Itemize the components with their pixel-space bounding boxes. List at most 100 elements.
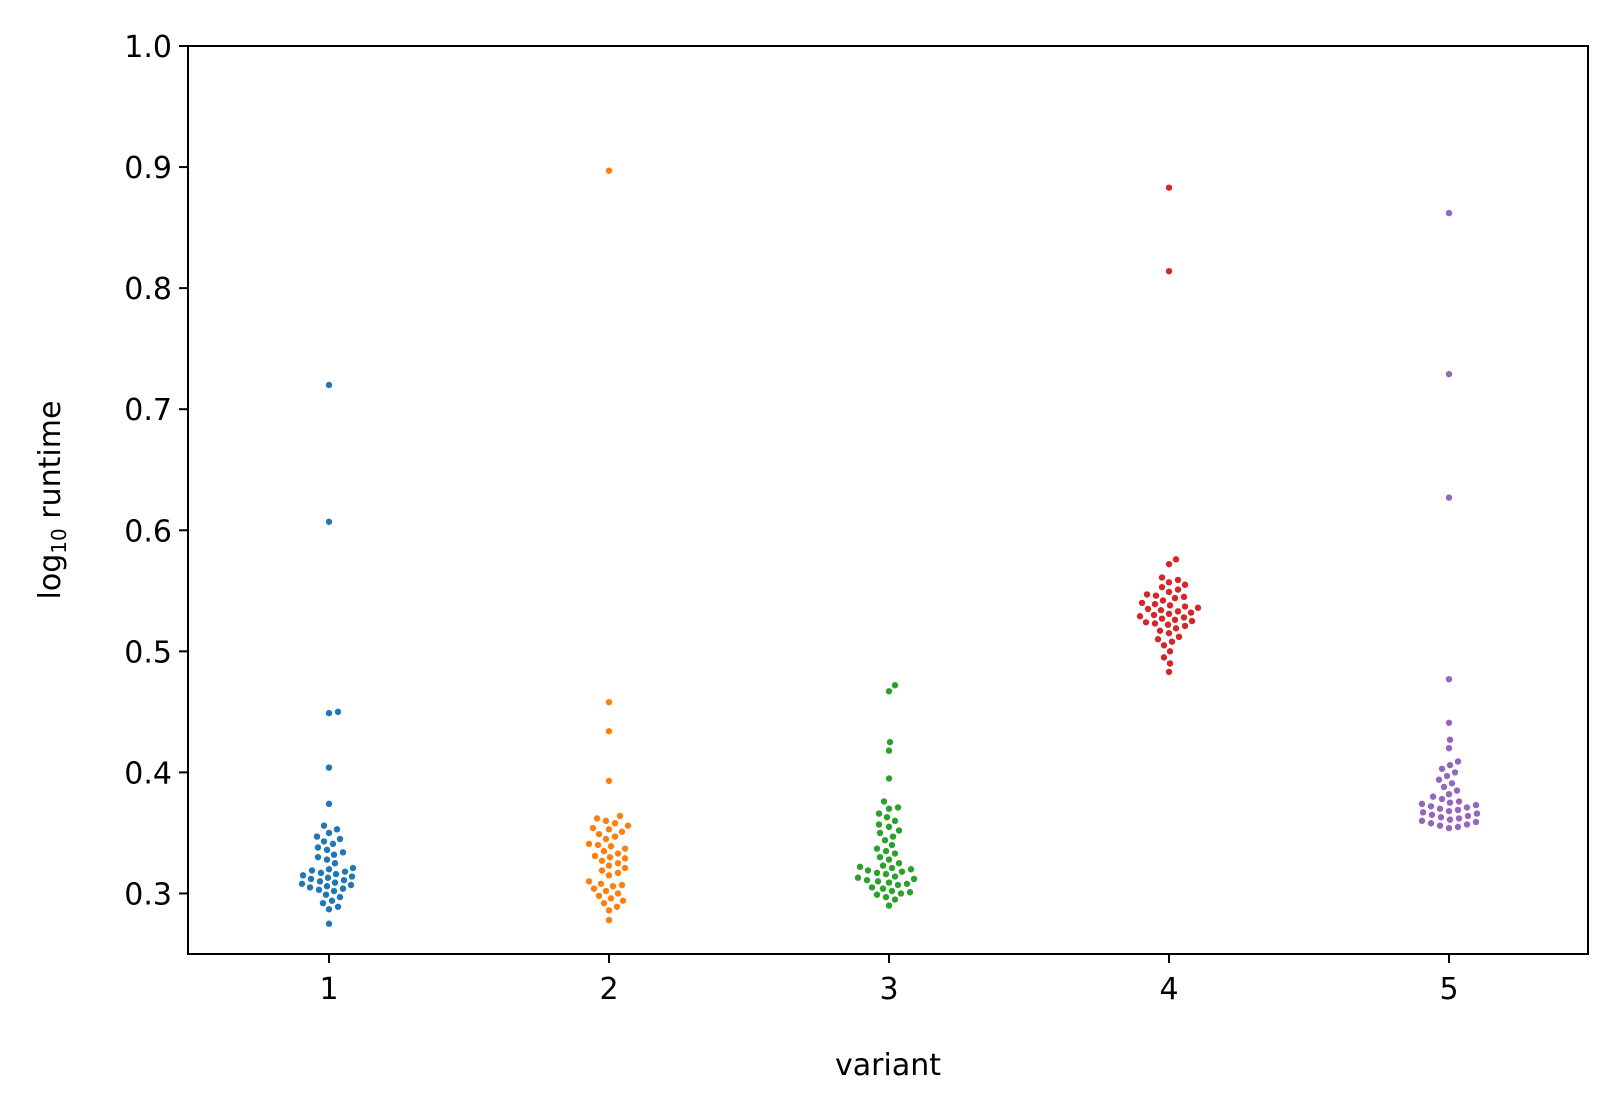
data-point-variant-4 bbox=[1181, 581, 1189, 588]
data-point-variant-3 bbox=[910, 875, 918, 883]
data-point-variant-5 bbox=[1472, 801, 1480, 809]
data-point-variant-5 bbox=[1446, 816, 1454, 823]
data-point-variant-1 bbox=[323, 846, 331, 854]
data-point-variant-4 bbox=[1180, 593, 1188, 601]
x-tick-label: 5 bbox=[1439, 972, 1458, 1007]
data-point-variant-1 bbox=[322, 891, 330, 898]
data-point-variant-1 bbox=[323, 856, 331, 863]
data-point-variant-5 bbox=[1429, 793, 1437, 800]
data-point-variant-5 bbox=[1472, 818, 1480, 826]
data-point-variant-3 bbox=[885, 688, 893, 695]
data-point-variant-4 bbox=[1165, 267, 1173, 275]
data-point-variant-1 bbox=[330, 851, 338, 858]
data-point-variant-5 bbox=[1438, 795, 1446, 803]
data-point-variant-1 bbox=[332, 870, 340, 878]
data-point-variant-5 bbox=[1428, 811, 1436, 818]
data-point-variant-3 bbox=[903, 880, 911, 887]
data-point-variant-3 bbox=[876, 853, 884, 861]
data-point-variant-4 bbox=[1158, 583, 1166, 591]
data-point-variant-3 bbox=[888, 864, 896, 872]
data-point-variant-3 bbox=[885, 879, 893, 886]
x-tick-label: 4 bbox=[1159, 972, 1178, 1007]
data-point-variant-1 bbox=[325, 906, 333, 913]
y-tick-label: 0.6 bbox=[124, 514, 172, 549]
data-point-variant-3 bbox=[894, 804, 902, 811]
data-point-variant-5 bbox=[1446, 736, 1454, 743]
data-point-variant-2 bbox=[598, 857, 606, 864]
data-point-variant-4 bbox=[1187, 609, 1195, 616]
data-point-variant-5 bbox=[1445, 209, 1453, 217]
data-point-variant-4 bbox=[1174, 576, 1182, 584]
data-point-variant-3 bbox=[875, 810, 883, 817]
data-point-variant-4 bbox=[1154, 636, 1162, 643]
data-point-variant-4 bbox=[1156, 627, 1164, 634]
data-point-variant-2 bbox=[605, 698, 613, 706]
data-point-variant-4 bbox=[1188, 617, 1196, 625]
y-tick-label: 1.0 bbox=[124, 30, 172, 65]
data-point-variant-4 bbox=[1171, 594, 1179, 602]
data-point-variant-2 bbox=[605, 907, 613, 914]
data-point-variant-1 bbox=[340, 876, 348, 884]
data-point-variant-4 bbox=[1172, 625, 1180, 632]
data-point-variant-4 bbox=[1151, 600, 1159, 608]
data-point-variant-1 bbox=[320, 838, 328, 845]
data-point-variant-2 bbox=[611, 820, 619, 827]
data-point-variant-2 bbox=[591, 852, 599, 860]
data-point-variant-2 bbox=[621, 855, 629, 862]
data-point-variant-5 bbox=[1446, 761, 1454, 769]
data-point-variant-5 bbox=[1438, 765, 1446, 772]
data-point-variant-3 bbox=[907, 866, 915, 873]
y-tick-label: 0.3 bbox=[124, 877, 172, 912]
data-point-variant-4 bbox=[1175, 633, 1183, 641]
data-point-variant-4 bbox=[1165, 588, 1173, 596]
data-point-variant-2 bbox=[589, 824, 597, 832]
data-point-variant-3 bbox=[880, 798, 888, 805]
data-point-variant-3 bbox=[889, 833, 897, 840]
data-point-variant-2 bbox=[621, 845, 629, 852]
data-point-variant-3 bbox=[885, 805, 893, 812]
data-point-variant-1 bbox=[314, 844, 322, 851]
data-point-variant-1 bbox=[308, 867, 316, 874]
data-point-variant-4 bbox=[1166, 602, 1174, 609]
data-point-variant-5 bbox=[1418, 800, 1426, 808]
data-point-variant-2 bbox=[611, 833, 619, 840]
data-point-variant-2 bbox=[585, 840, 593, 848]
y-tick-label: 0.8 bbox=[124, 272, 172, 307]
data-point-variant-4 bbox=[1165, 629, 1173, 637]
data-point-variant-3 bbox=[883, 813, 891, 821]
data-point-variant-1 bbox=[330, 887, 338, 895]
data-point-variant-5 bbox=[1455, 798, 1463, 805]
data-point-variant-1 bbox=[331, 860, 339, 867]
y-axis-label-prefix: log bbox=[33, 554, 68, 600]
data-point-variant-1 bbox=[298, 880, 306, 887]
data-point-variant-4 bbox=[1171, 616, 1179, 624]
data-point-variant-5 bbox=[1446, 799, 1454, 806]
data-point-variant-4 bbox=[1165, 184, 1173, 191]
data-point-variant-1 bbox=[329, 840, 337, 848]
data-point-variant-3 bbox=[879, 862, 887, 869]
y-tick-label: 0.7 bbox=[124, 393, 172, 428]
data-point-variant-2 bbox=[614, 860, 622, 867]
data-point-variant-1 bbox=[336, 835, 344, 843]
data-point-variant-3 bbox=[895, 860, 903, 867]
data-point-variant-4 bbox=[1174, 586, 1182, 593]
data-point-variant-5 bbox=[1445, 675, 1453, 683]
data-point-variant-5 bbox=[1454, 823, 1462, 831]
data-point-variant-3 bbox=[885, 902, 893, 909]
data-point-variant-4 bbox=[1166, 648, 1174, 655]
data-point-variant-1 bbox=[325, 829, 333, 837]
data-point-variant-5 bbox=[1455, 815, 1463, 822]
data-point-variant-2 bbox=[594, 841, 602, 849]
data-point-variant-5 bbox=[1437, 813, 1445, 821]
data-point-variant-5 bbox=[1454, 806, 1462, 814]
data-point-variant-1 bbox=[325, 518, 333, 525]
data-point-variant-5 bbox=[1473, 810, 1481, 817]
data-point-variant-4 bbox=[1150, 611, 1158, 619]
x-axis-label: variant bbox=[835, 1048, 941, 1083]
y-axis-label: log10 runtime bbox=[33, 401, 71, 600]
data-point-variant-4 bbox=[1144, 605, 1152, 613]
data-point-variant-3 bbox=[885, 856, 893, 863]
data-point-variant-5 bbox=[1448, 780, 1456, 787]
data-point-variant-3 bbox=[876, 829, 884, 837]
